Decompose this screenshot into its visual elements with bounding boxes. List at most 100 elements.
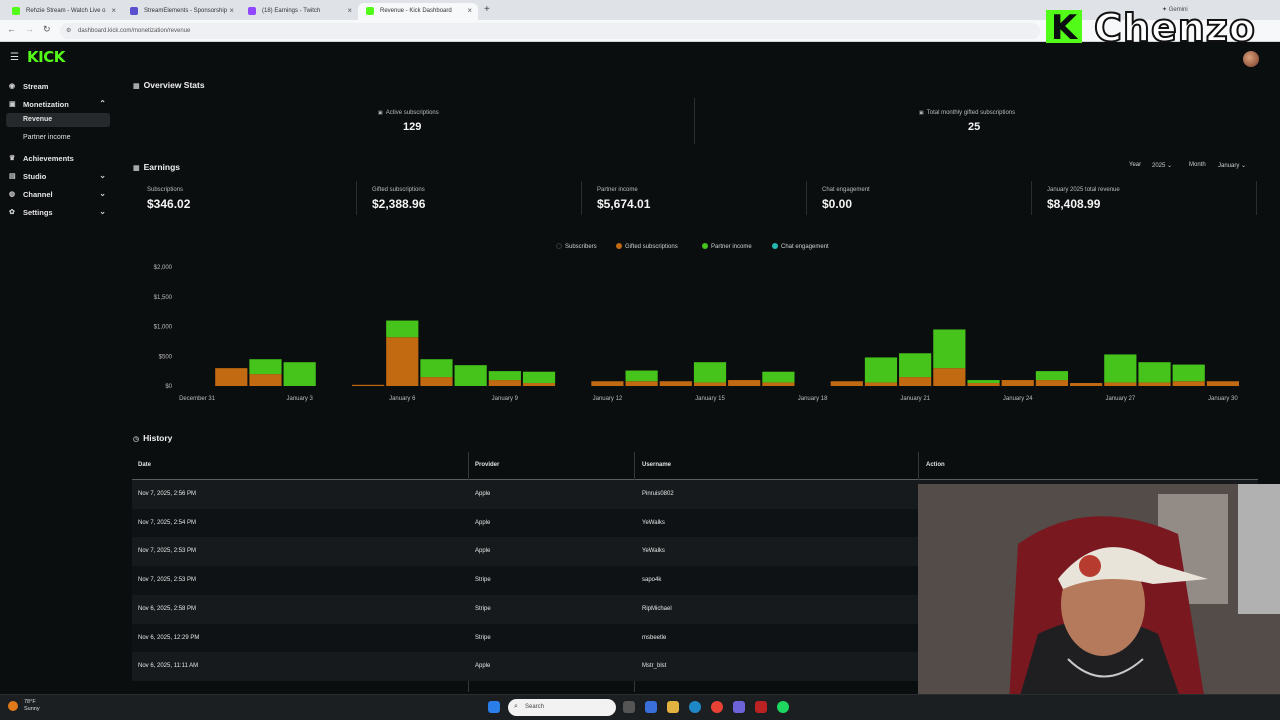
site-info-icon[interactable]: ⚙ [66, 28, 72, 34]
bar-gifted[interactable] [728, 380, 761, 386]
bar-gifted[interactable] [522, 383, 556, 386]
windows-start-icon[interactable] [488, 701, 500, 713]
taskbar-search[interactable]: ⌕ Search [508, 699, 616, 716]
month-select[interactable]: January ⌄ [1218, 162, 1246, 169]
widgets-icon[interactable] [645, 701, 657, 713]
bar-partner-income[interactable] [522, 371, 556, 384]
bar-gifted[interactable] [762, 382, 795, 386]
bar-partner-income[interactable] [933, 329, 966, 369]
search-placeholder: Search [525, 704, 545, 710]
bar-gifted[interactable] [899, 377, 932, 386]
legend-item-partner[interactable]: Partner income [702, 243, 752, 250]
weather-widget[interactable]: 78°F Sunny [8, 699, 40, 713]
bar-gifted[interactable] [488, 380, 521, 386]
bar-gifted[interactable] [249, 374, 282, 386]
browser-tab[interactable]: StreamElements - Sponsorship × [122, 3, 240, 20]
close-icon[interactable]: × [229, 6, 234, 15]
bar-gifted[interactable] [591, 381, 624, 386]
column-header-date[interactable]: Date [138, 462, 152, 468]
bar-partner-income[interactable] [693, 362, 727, 383]
browser-tab[interactable]: (18) Earnings - Twitch × [240, 3, 358, 20]
menu-icon[interactable]: ☰ [10, 52, 19, 63]
task-view-icon[interactable] [623, 701, 635, 713]
bar-partner-income[interactable] [625, 370, 658, 382]
bar-gifted[interactable] [830, 381, 863, 386]
sidebar-item-monetization[interactable]: ▣ Monetization ⌃ [0, 96, 114, 112]
x-tick-label: December 31 [179, 396, 216, 402]
chain [1067, 658, 1144, 678]
bar-partner-income[interactable] [864, 357, 898, 383]
user-avatar[interactable] [1243, 51, 1259, 67]
bar-gifted[interactable] [351, 384, 385, 386]
bar-gifted[interactable] [1104, 382, 1137, 386]
spotify-icon[interactable] [777, 701, 789, 713]
bar-partner-income[interactable] [386, 320, 419, 338]
bar-gifted[interactable] [1070, 383, 1103, 386]
bar-partner-income[interactable] [420, 359, 453, 378]
url-field[interactable]: ⚙ dashboard.kick.com/monetization/revenu… [60, 23, 1040, 39]
kick-logo[interactable]: KICK [27, 48, 65, 66]
new-tab-icon[interactable]: + [484, 4, 490, 15]
bar-partner-income[interactable] [1172, 364, 1205, 382]
sidebar-item-settings[interactable]: ✿ Settings ⌄ [0, 204, 114, 220]
gemini-button[interactable]: ✦ Gemini [1162, 7, 1188, 13]
reload-icon[interactable]: ↻ [43, 24, 51, 34]
bar-partner-income[interactable] [762, 371, 795, 383]
bar-gifted[interactable] [625, 381, 658, 386]
bar-gifted[interactable] [215, 368, 248, 386]
bar-gifted[interactable] [659, 381, 692, 386]
column-header-username[interactable]: Username [642, 462, 672, 468]
bar-partner-income[interactable] [899, 353, 932, 378]
legend-item-gifted[interactable]: Gifted subscriptions [616, 243, 678, 250]
app-icon[interactable] [733, 701, 745, 713]
bar-gifted[interactable] [1206, 381, 1239, 386]
sidebar-item-achievements[interactable]: ♛ Achievements [0, 150, 114, 166]
sidebar-item-label: Stream [23, 82, 49, 91]
legend-item-chat[interactable]: Chat engagement [772, 243, 829, 250]
bar-gifted[interactable] [864, 382, 898, 386]
sidebar-item-stream[interactable]: ◉ Stream [0, 78, 114, 94]
bar-partner-income[interactable] [283, 362, 316, 386]
bar-gifted[interactable] [693, 382, 727, 386]
close-icon[interactable]: × [347, 6, 352, 15]
bar-gifted[interactable] [933, 368, 966, 386]
browser-tab-active[interactable]: Revenue - Kick Dashboard × [358, 3, 478, 20]
sidebar-subitem-revenue[interactable]: Revenue [6, 113, 110, 127]
sidebar-item-label: Settings [23, 208, 53, 217]
legend-item-subscribers[interactable]: Subscribers [556, 243, 597, 250]
app-icon[interactable] [755, 701, 767, 713]
chart-icon: ▦ [133, 165, 140, 172]
bar-partner-income[interactable] [454, 365, 487, 386]
bar-partner-income[interactable] [488, 371, 521, 381]
bar-gifted[interactable] [420, 377, 453, 386]
edge-icon[interactable] [689, 701, 701, 713]
tab-label: StreamElements - Sponsorship [144, 8, 228, 14]
bar-gifted[interactable] [967, 383, 1000, 386]
gifted-subscriptions-value: 25 [968, 121, 981, 133]
bar-partner-income[interactable] [249, 359, 282, 375]
close-icon[interactable]: × [467, 6, 472, 15]
forward-icon[interactable]: → [25, 24, 34, 34]
streamelements-favicon-icon [130, 7, 138, 15]
back-icon[interactable]: ← [7, 24, 16, 34]
file-explorer-icon[interactable] [667, 701, 679, 713]
column-header-action[interactable]: Action [926, 462, 945, 468]
bar-gifted[interactable] [1035, 380, 1069, 386]
bar-partner-income[interactable] [967, 380, 1000, 384]
bar-gifted[interactable] [1001, 380, 1034, 386]
close-icon[interactable]: × [111, 6, 116, 15]
stat-label-text: Active subscriptions [385, 110, 439, 116]
sidebar-item-channel[interactable]: ◍ Channel ⌄ [0, 186, 114, 202]
bar-gifted[interactable] [1172, 381, 1205, 386]
browser-tab[interactable]: Rehzie Stream - Watch Live o × [4, 3, 122, 20]
bar-partner-income[interactable] [1138, 362, 1171, 383]
column-header-provider[interactable]: Provider [475, 462, 500, 468]
year-select[interactable]: 2025 ⌄ [1152, 162, 1172, 169]
sidebar-item-studio[interactable]: ▤ Studio ⌄ [0, 168, 114, 184]
sidebar-subitem-partner-income[interactable]: Partner income [6, 131, 110, 145]
bar-partner-income[interactable] [1104, 354, 1137, 383]
bar-gifted[interactable] [386, 337, 419, 386]
bar-gifted[interactable] [1138, 382, 1171, 386]
bar-partner-income[interactable] [1035, 371, 1069, 381]
chrome-icon[interactable] [711, 701, 723, 713]
